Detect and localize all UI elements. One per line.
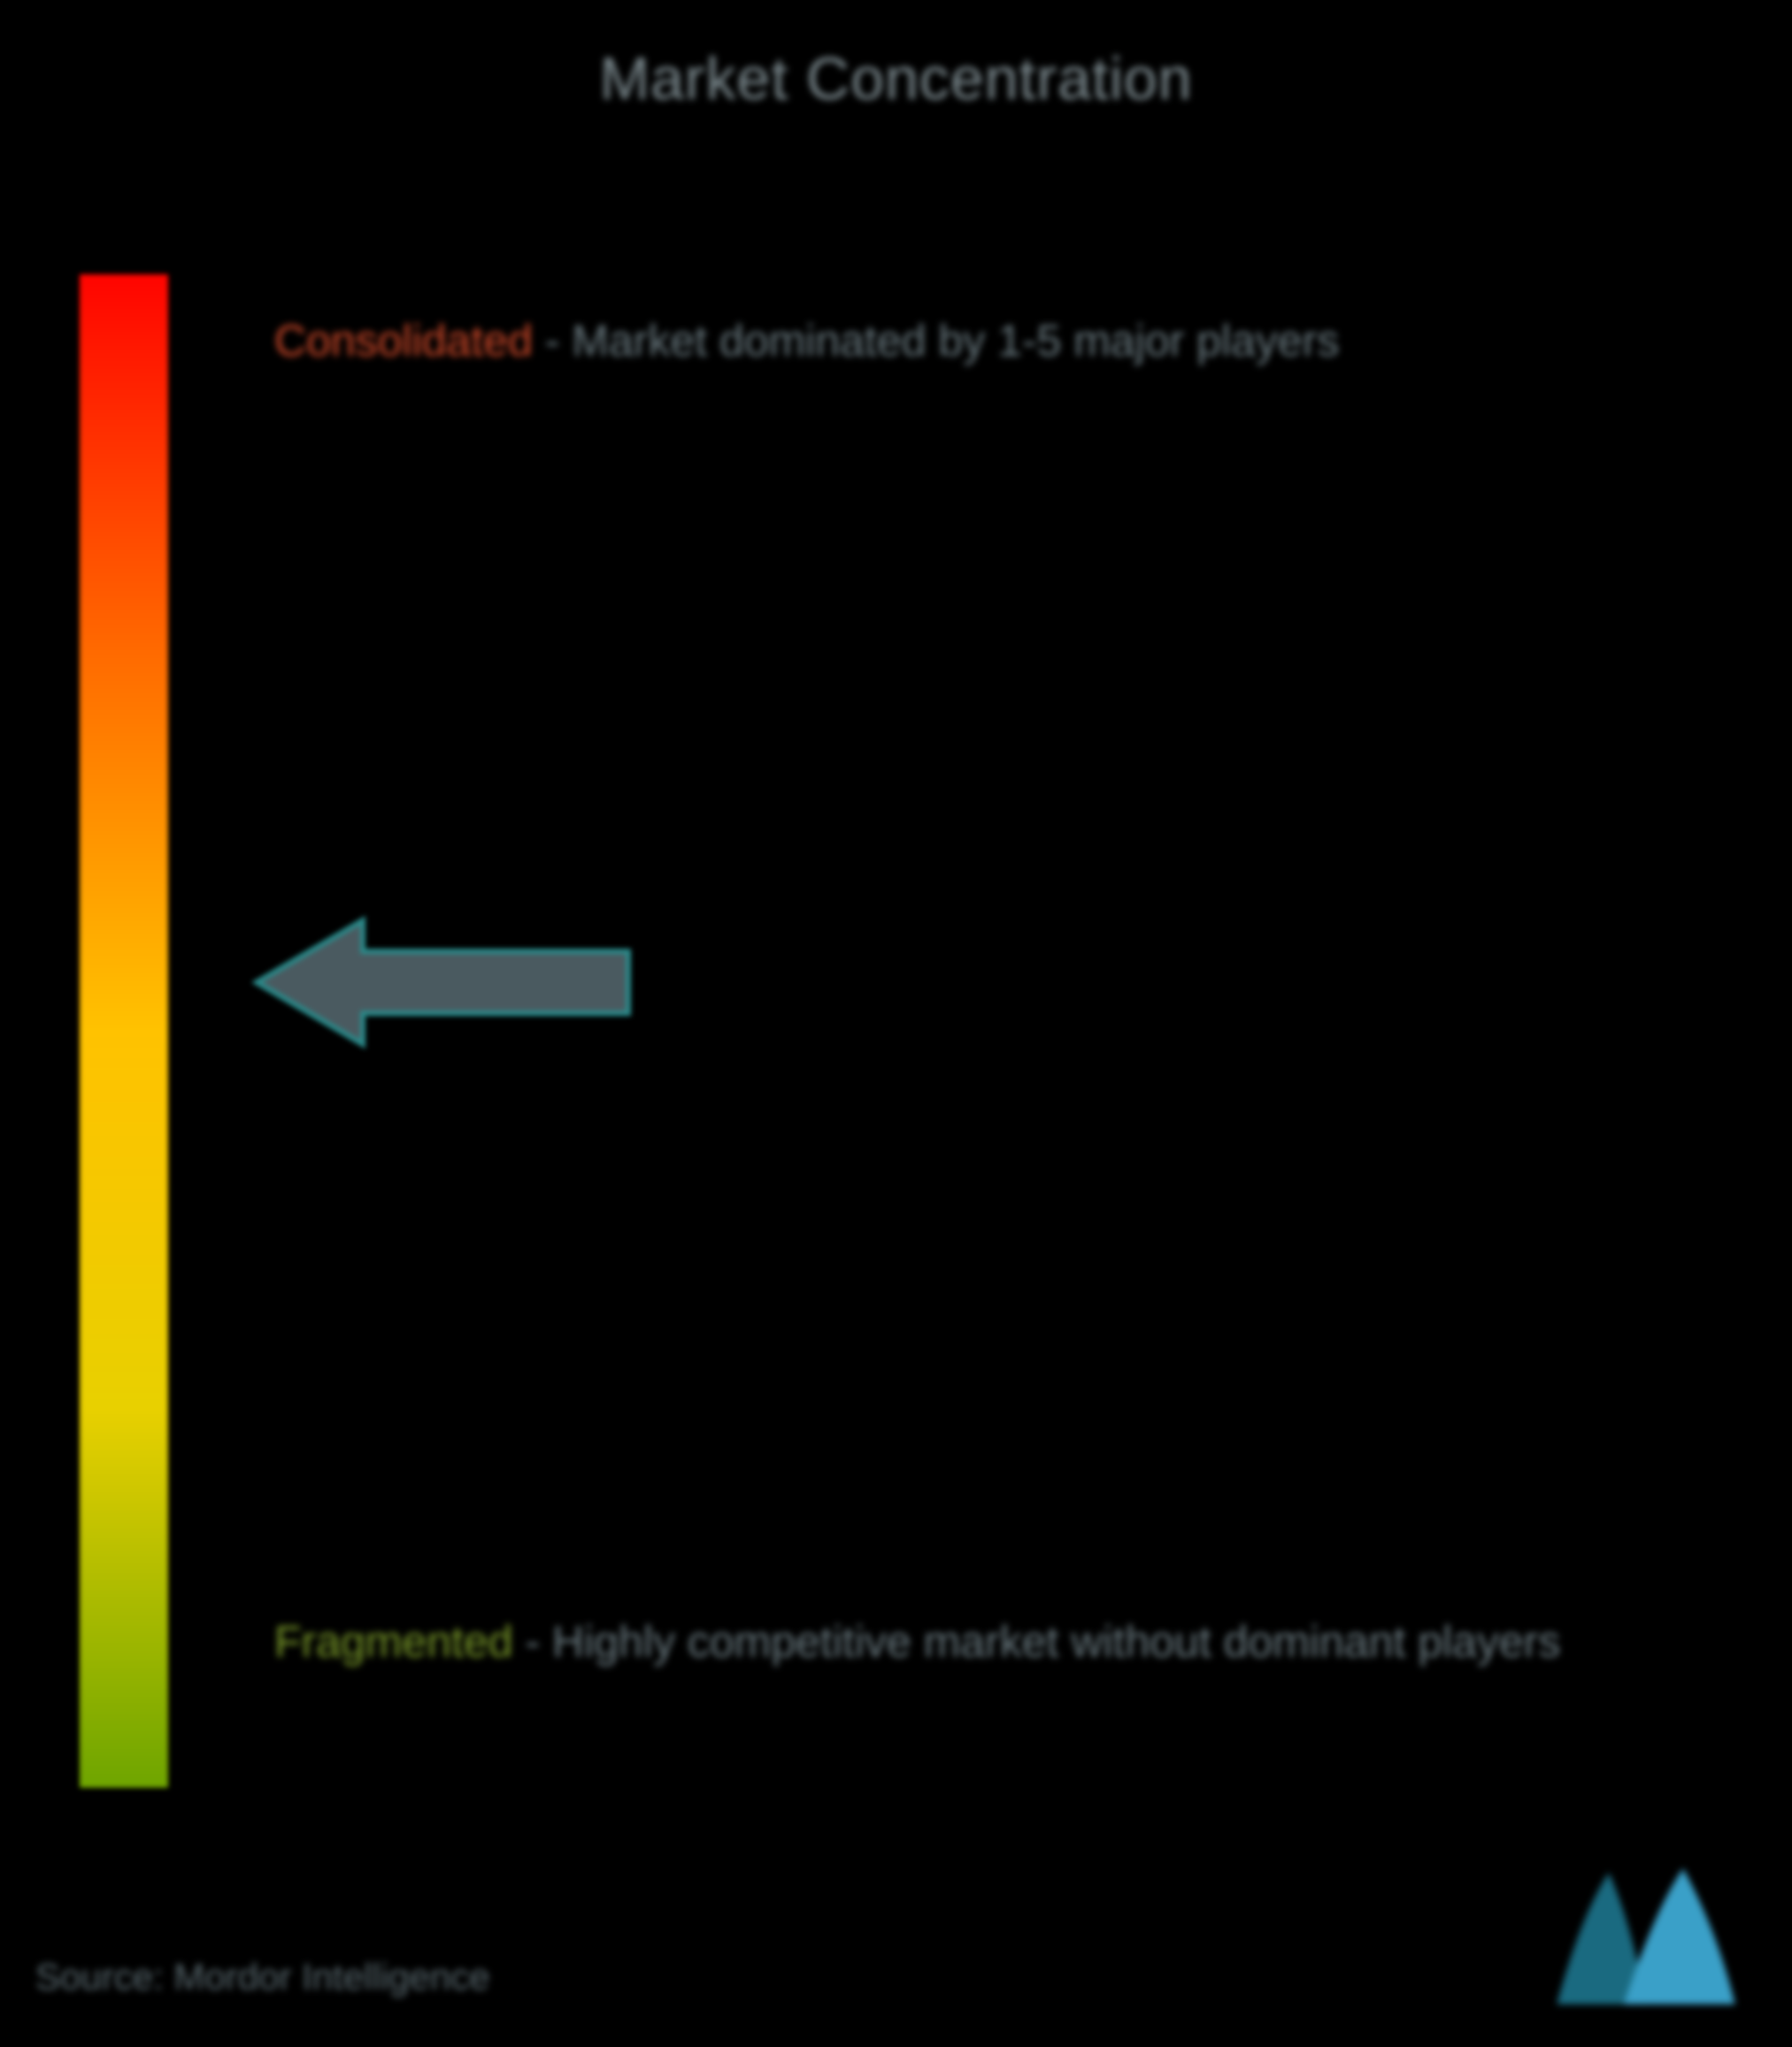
consolidated-desc: - Market dominated by 1-5 major players [533, 316, 1339, 366]
source-attribution: Source: Mordor Intelligence [35, 1956, 490, 1998]
arrow-icon [248, 912, 637, 1053]
consolidated-head: Consolidated [274, 316, 533, 366]
concentration-gradient-bar [80, 274, 168, 1788]
gradient-svg [80, 274, 168, 1788]
fragmented-label: Fragmented - Highly competitive market w… [274, 1597, 1779, 1686]
mordor-logo [1553, 1866, 1739, 2012]
consolidated-label: Consolidated - Market dominated by 1-5 m… [274, 296, 1690, 385]
page-title: Market Concentration [0, 44, 1792, 113]
fragmented-desc: - Highly competitive market without domi… [513, 1617, 1561, 1666]
fragmented-head: Fragmented [274, 1617, 513, 1666]
logo-icon [1553, 1866, 1739, 2007]
position-arrow [248, 912, 637, 1058]
